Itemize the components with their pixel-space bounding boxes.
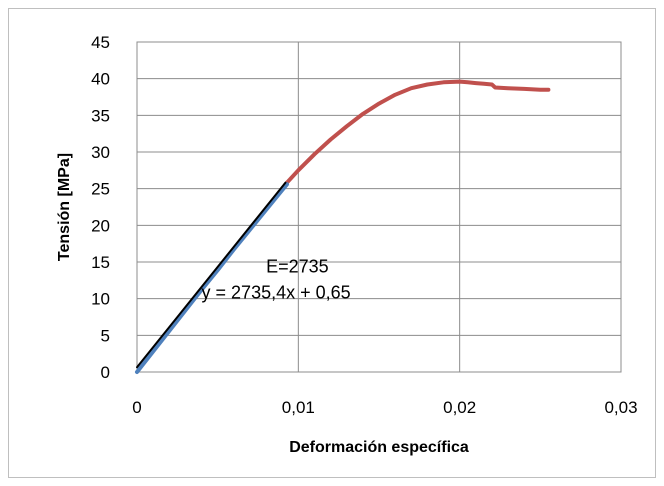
y-axis-title: Tensión [MPa] (56, 153, 73, 261)
x-tick-label: 0 (132, 398, 141, 417)
trendline (136, 181, 287, 369)
annotation-modulus: E=2735 (266, 256, 329, 276)
plot-area (136, 41, 622, 373)
y-axis-tick-labels: 0 5 10 15 20 25 30 35 40 45 (91, 33, 110, 382)
y-tick-label: 40 (91, 70, 110, 89)
annotations: E=2735 y = 2735,4x + 0,65 (202, 256, 351, 302)
plot-area-border (136, 41, 622, 373)
y-tick-label: 15 (91, 253, 110, 272)
y-tick-label: 30 (91, 143, 110, 162)
data-series (135, 79, 551, 374)
y-tick-label: 20 (91, 216, 110, 235)
series-line-blue (135, 182, 289, 374)
y-tick-label: 25 (91, 180, 110, 199)
series-line-red (283, 79, 551, 187)
annotation-equation: y = 2735,4x + 0,65 (202, 283, 351, 303)
x-axis-tick-labels: 0 0,01 0,02 0,03 (132, 398, 637, 417)
y-tick-label: 10 (91, 290, 110, 309)
y-tick-label: 35 (91, 106, 110, 125)
x-axis-title: Deformación específica (289, 439, 469, 456)
gridlines (137, 41, 621, 372)
y-tick-label: 5 (101, 326, 110, 345)
y-tick-label: 45 (91, 33, 110, 52)
y-tick-label: 0 (101, 363, 110, 382)
x-tick-label: 0,02 (443, 398, 476, 417)
x-tick-label: 0,03 (604, 398, 637, 417)
x-tick-label: 0,01 (282, 398, 315, 417)
